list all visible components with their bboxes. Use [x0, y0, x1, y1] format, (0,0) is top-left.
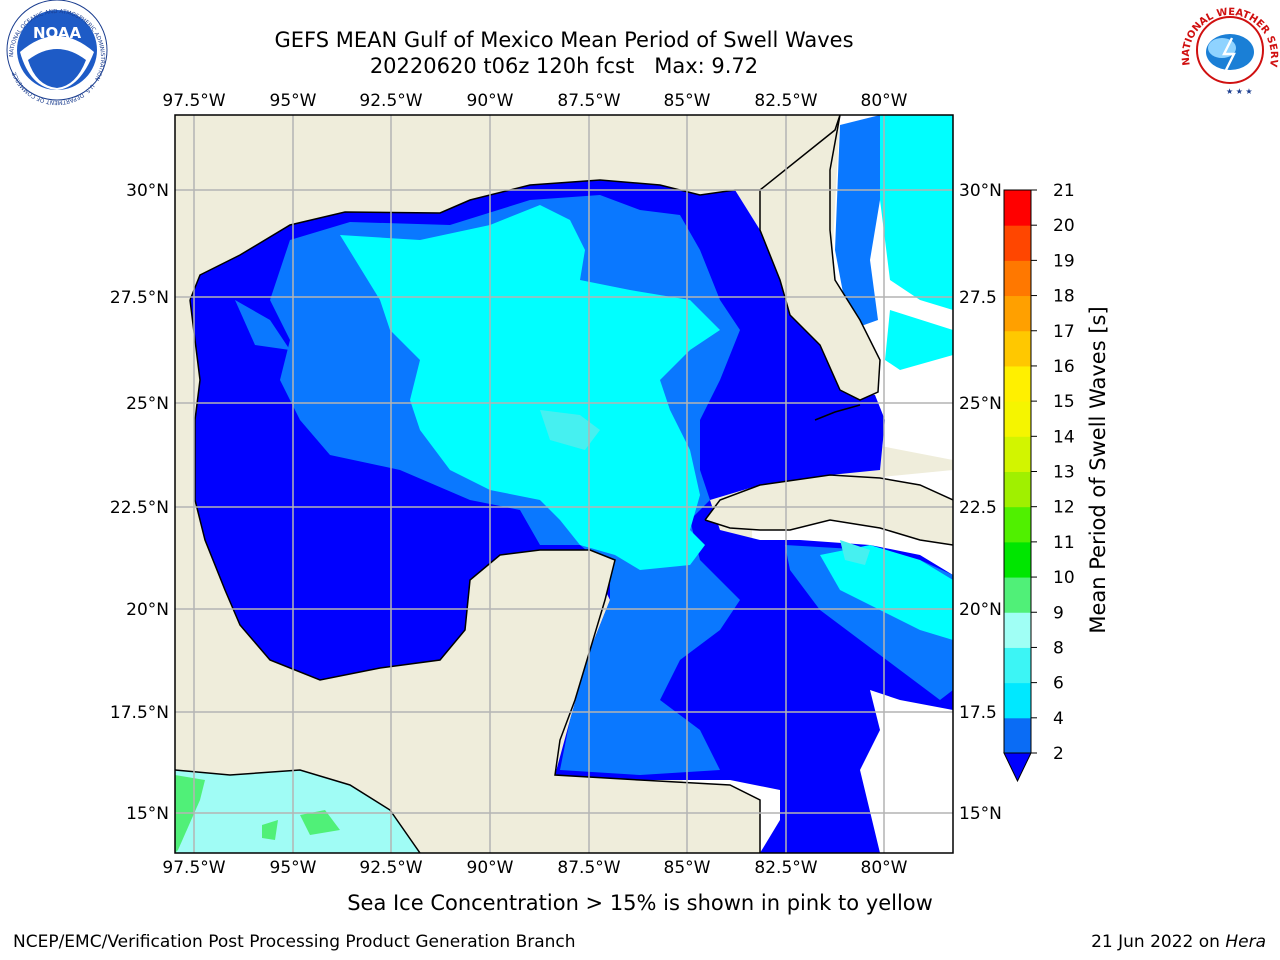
colorbar-swatch	[1004, 436, 1031, 472]
top-tick-label: 80°W	[861, 91, 908, 111]
yucatan-land	[175, 550, 760, 853]
colorbar-tick-label: 2	[1053, 744, 1064, 764]
colorbar-swatch	[1004, 541, 1031, 578]
colorbar-tick-label: 8	[1053, 638, 1064, 658]
top-tick-label: 97.5°W	[162, 91, 225, 111]
colorbar-swatch	[1004, 365, 1031, 402]
top-tick-label: 92.5°W	[359, 91, 422, 111]
colorbar-tick-label: 19	[1053, 251, 1075, 271]
top-tick-label: 82.5°W	[754, 91, 817, 111]
colorbar-swatch	[1004, 506, 1031, 543]
footer-credit: NCEP/EMC/Verification Post Processing Pr…	[13, 932, 576, 952]
colorbar-swatch	[1004, 612, 1031, 648]
right-tick-label: 25°N	[959, 394, 1002, 414]
map-area	[175, 115, 953, 853]
colorbar-tick-label: 15	[1053, 392, 1075, 412]
right-tick-label: 30°N	[959, 181, 1002, 201]
colorbar-swatch	[1004, 225, 1031, 261]
graticule	[175, 115, 953, 853]
right-tick-label: 20°N	[959, 600, 1002, 620]
noaa-logo-text: NOAA	[33, 24, 82, 42]
left-tick-label: 30°N	[126, 181, 169, 201]
bottom-tick-label: 90°W	[467, 858, 514, 878]
colorbar-swatch	[1004, 717, 1031, 754]
colorbar-tick-label: 13	[1053, 463, 1075, 483]
colorbar-swatch	[1004, 295, 1031, 332]
noaa-logo: NOAA NATIONAL OCEANIC AND ATMOSPHERIC AD…	[6, 0, 108, 105]
map-frame	[174, 114, 954, 854]
bottom-tick-label: 80°W	[861, 858, 908, 878]
colorbar-tick-label: 6	[1053, 674, 1064, 694]
colorbar-swatch	[1004, 401, 1031, 437]
right-tick-label: 15°N	[959, 804, 1002, 824]
colorbar-swatch	[1004, 471, 1031, 508]
left-tick-label: 27.5°N	[110, 288, 169, 308]
chart-subtitle: 20220620 t06z 120h fcst Max: 9.72	[369, 54, 759, 78]
left-tick-label: 25°N	[126, 394, 169, 414]
colorbar-swatch	[1004, 330, 1031, 367]
cuba-land	[705, 475, 953, 545]
footer-date: 21 Jun 2022 on Hera	[1091, 932, 1266, 952]
colorbar-swatch	[1004, 577, 1031, 613]
right-tick-label: 22.5	[959, 498, 997, 518]
left-tick-label: 17.5°N	[110, 703, 169, 723]
top-tick-label: 85°W	[664, 91, 711, 111]
florida-land	[760, 115, 880, 400]
top-tick-label: 90°W	[467, 91, 514, 111]
chart-title: GEFS MEAN Gulf of Mexico Mean Period of …	[274, 28, 854, 52]
colorbar: 2 4 6 8 9 10 11 12 13 14 15 16 17 18 19 20 21	[1003, 181, 1075, 783]
svg-text:★ ★ ★: ★ ★ ★	[1226, 87, 1253, 96]
right-tick-label: 17.5	[959, 703, 997, 723]
bottom-tick-label: 82.5°W	[754, 858, 817, 878]
colorbar-swatch	[1004, 190, 1031, 226]
bottom-tick-label: 95°W	[270, 858, 317, 878]
colorbar-tick-label: 4	[1053, 709, 1064, 729]
colorbar-swatch	[1004, 647, 1031, 684]
mexico-coast-land	[175, 115, 840, 500]
left-tick-label: 15°N	[126, 804, 169, 824]
colorbar-tick-label: 14	[1053, 427, 1075, 447]
top-tick-label: 87.5°W	[557, 91, 620, 111]
footer-host: Hera	[1225, 932, 1266, 952]
gulf-light-cyan	[540, 410, 600, 450]
bottom-tick-label: 92.5°W	[359, 858, 422, 878]
colorbar-swatch	[1004, 682, 1031, 719]
colorbar-tick-label: 10	[1053, 568, 1075, 588]
colorbar-swatch	[1004, 260, 1031, 297]
left-tick-label: 22.5°N	[110, 498, 169, 518]
bottom-tick-label: 85°W	[664, 858, 711, 878]
colorbar-extend-triangle	[1003, 752, 1032, 783]
colorbar-tick-label: 17	[1053, 322, 1075, 342]
nws-logo: NATIONAL WEATHER SERVICE ★ ★ ★	[0, 0, 1279, 98]
bottom-tick-label: 87.5°W	[557, 858, 620, 878]
colorbar-tick-label: 12	[1053, 498, 1075, 518]
colorbar-label: Mean Period of Swell Waves [s]	[1086, 306, 1110, 634]
top-tick-label: 95°W	[270, 91, 317, 111]
colorbar-tick-label: 11	[1053, 533, 1075, 553]
sea-ice-caption: Sea Ice Concentration > 15% is shown in …	[347, 891, 933, 915]
colorbar-tick-label: 18	[1053, 287, 1075, 307]
colorbar-tick-label: 20	[1053, 216, 1075, 236]
bottom-tick-label: 97.5°W	[162, 858, 225, 878]
colorbar-tick-label: 21	[1053, 181, 1075, 201]
colorbar-tick-label: 9	[1053, 603, 1064, 623]
colorbar-tick-label: 16	[1053, 357, 1075, 377]
svg-text:NATIONAL WEATHER SERVICE: NATIONAL WEATHER SERVICE	[0, 0, 1279, 68]
footer-date-text: 21 Jun 2022 on	[1091, 932, 1226, 952]
left-tick-label: 20°N	[126, 600, 169, 620]
right-tick-label: 27.5	[959, 288, 997, 308]
